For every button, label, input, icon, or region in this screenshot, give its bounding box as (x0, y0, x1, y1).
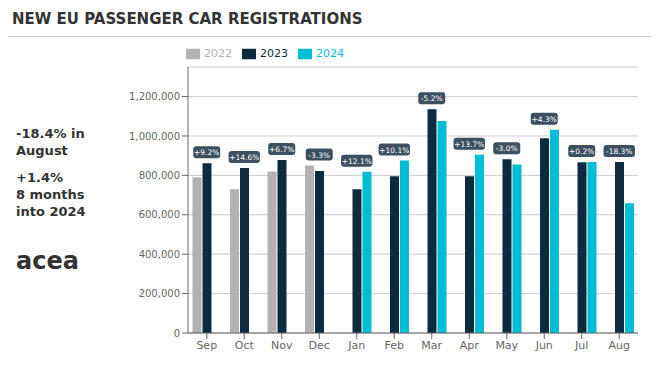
svg-text:-3.0%: -3.0% (496, 144, 518, 153)
svg-text:Jan: Jan (347, 339, 365, 352)
svg-text:Jul: Jul (574, 339, 588, 352)
html-text:August: August (16, 143, 68, 158)
svg-text:-5.2%: -5.2% (421, 94, 443, 103)
svg-text:600,000: 600,000 (139, 209, 180, 220)
svg-text:Feb: Feb (385, 339, 404, 352)
svg-text:+12.1%: +12.1% (342, 157, 372, 166)
svg-text:+4.3%: +4.3% (532, 115, 557, 124)
svg-text:+14.6%: +14.6% (229, 153, 259, 162)
svg-text:Apr: Apr (460, 339, 480, 352)
svg-text:200,000: 200,000 (139, 288, 180, 299)
svg-text:1,200,000: 1,200,000 (129, 91, 180, 102)
svg-text:400,000: 400,000 (139, 249, 180, 260)
html-text:2023: 2023 (260, 47, 288, 60)
svg-text:Oct: Oct (235, 339, 255, 352)
html-text:2024: 2024 (316, 47, 344, 60)
svg-text:+10.1%: +10.1% (379, 146, 409, 155)
svg-text:800,000: 800,000 (139, 170, 180, 181)
svg-text:+9.2%: +9.2% (194, 148, 219, 157)
svg-text:-3.3%: -3.3% (308, 151, 330, 160)
html-text:+1.4%: +1.4% (16, 170, 63, 185)
svg-text:Nov: Nov (271, 339, 293, 352)
svg-text:Sep: Sep (196, 339, 217, 352)
svg-text:May: May (495, 339, 518, 352)
html-text:acea: acea (16, 247, 79, 275)
svg-text:0: 0 (174, 328, 180, 339)
svg-text:Dec: Dec (309, 339, 330, 352)
svg-text:+0.2%: +0.2% (569, 147, 594, 156)
html-text:into 2024: into 2024 (16, 204, 86, 219)
svg-text:Aug: Aug (609, 339, 630, 352)
html-text:8 months: 8 months (16, 187, 85, 202)
html-text:2022: 2022 (204, 47, 232, 60)
svg-text:-18.3%: -18.3% (606, 147, 633, 156)
svg-text:Mar: Mar (421, 339, 442, 352)
html-text:NEW EU PASSENGER CAR REGISTRAT: NEW EU PASSENGER CAR REGISTRATIONS (12, 10, 363, 28)
svg-text:+13.7%: +13.7% (454, 140, 484, 149)
svg-text:+6.7%: +6.7% (269, 145, 294, 154)
svg-text:Jun: Jun (535, 339, 553, 352)
svg-text:1,000,000: 1,000,000 (129, 131, 180, 142)
html-text:-18.4% in: -18.4% in (16, 126, 85, 141)
